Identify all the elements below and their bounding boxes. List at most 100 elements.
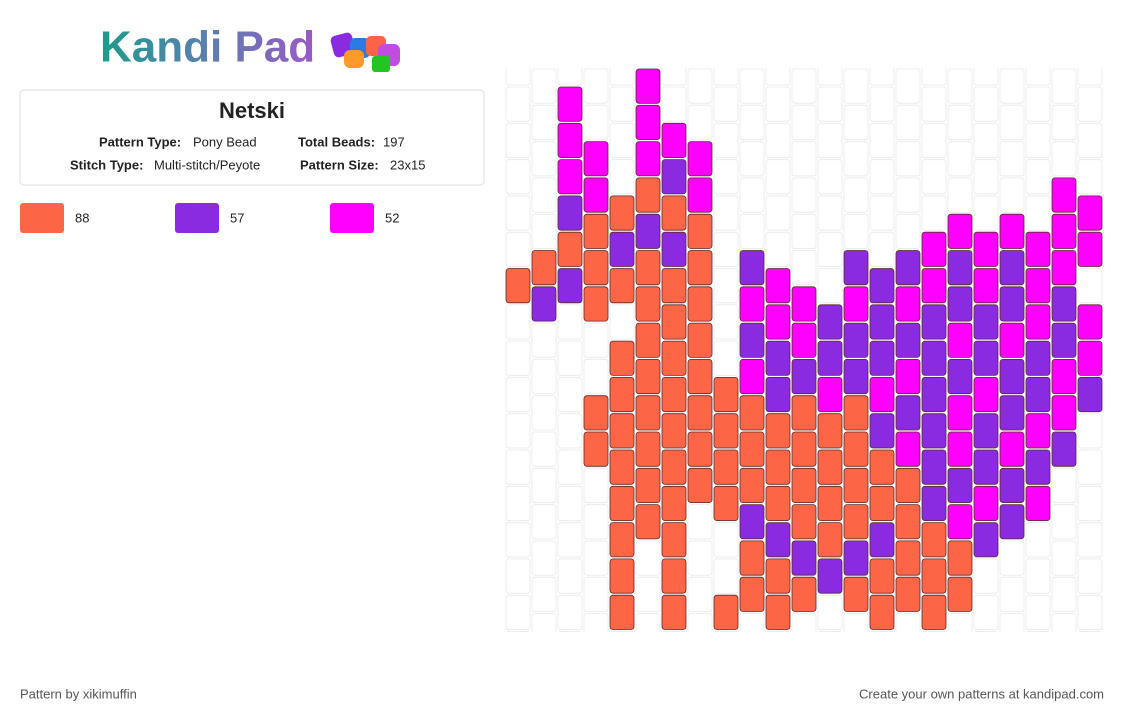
footer-promo[interactable]: Create your own patterns at kandipad.com bbox=[859, 686, 1104, 701]
empty-bead bbox=[531, 177, 557, 213]
empty-bead bbox=[583, 358, 609, 395]
empty-bead bbox=[973, 195, 999, 231]
bead bbox=[583, 431, 609, 467]
empty-bead bbox=[740, 33, 764, 67]
bead bbox=[687, 467, 713, 503]
empty-bead bbox=[1051, 504, 1077, 540]
empty-bead bbox=[557, 449, 583, 485]
bead bbox=[765, 340, 791, 376]
bead bbox=[921, 449, 947, 485]
empty-bead bbox=[505, 86, 531, 122]
empty-bead bbox=[531, 68, 557, 104]
empty-bead bbox=[609, 159, 635, 195]
empty-bead bbox=[505, 594, 531, 631]
bead bbox=[765, 268, 791, 304]
empty-bead bbox=[1077, 522, 1103, 558]
empty-bead bbox=[791, 213, 817, 249]
empty-bead bbox=[791, 250, 817, 286]
color-count: 57 bbox=[230, 210, 244, 225]
empty-bead bbox=[505, 376, 531, 413]
bead bbox=[1025, 304, 1051, 340]
empty-bead bbox=[1025, 594, 1051, 631]
bead bbox=[791, 358, 817, 395]
empty-bead bbox=[973, 122, 999, 159]
empty-bead bbox=[531, 504, 557, 540]
empty-bead bbox=[817, 159, 843, 195]
empty-bead bbox=[791, 177, 817, 213]
empty-bead bbox=[1077, 558, 1103, 594]
bead bbox=[791, 467, 817, 503]
empty-bead bbox=[792, 33, 816, 67]
bead bbox=[843, 322, 869, 358]
empty-bead bbox=[688, 33, 712, 67]
bead bbox=[973, 485, 999, 521]
bead bbox=[843, 467, 869, 503]
empty-bead bbox=[687, 68, 713, 104]
bead bbox=[765, 449, 791, 485]
bead bbox=[661, 449, 687, 485]
empty-bead bbox=[844, 33, 868, 67]
bead bbox=[973, 231, 999, 267]
bead bbox=[765, 485, 791, 521]
bead bbox=[635, 504, 661, 540]
empty-bead bbox=[817, 68, 843, 86]
bead bbox=[895, 431, 921, 467]
bead bbox=[1051, 213, 1077, 249]
bead bbox=[1077, 231, 1103, 267]
bead bbox=[973, 413, 999, 449]
logo[interactable]: Kandi Pad bbox=[100, 23, 400, 72]
empty-bead bbox=[1025, 558, 1051, 594]
empty-bead bbox=[713, 522, 739, 558]
empty-bead bbox=[1025, 86, 1051, 122]
logo-text[interactable]: Kandi Pad bbox=[100, 23, 315, 72]
empty-bead bbox=[739, 613, 765, 632]
empty-bead bbox=[713, 195, 739, 231]
bead bbox=[687, 213, 713, 249]
empty-bead bbox=[869, 231, 895, 267]
empty-bead bbox=[1025, 522, 1051, 558]
empty-bead bbox=[948, 33, 972, 67]
empty-bead bbox=[505, 485, 531, 522]
empty-bead bbox=[895, 104, 921, 141]
bead bbox=[973, 268, 999, 304]
bead bbox=[1051, 286, 1077, 322]
empty-bead bbox=[869, 86, 895, 122]
bead bbox=[843, 576, 869, 612]
bead bbox=[635, 358, 661, 395]
bead bbox=[843, 250, 869, 286]
bead bbox=[791, 576, 817, 612]
empty-bead bbox=[609, 122, 635, 159]
empty-bead bbox=[713, 268, 739, 304]
empty-bead bbox=[739, 141, 765, 177]
empty-bead bbox=[843, 68, 869, 104]
empty-bead bbox=[1000, 33, 1024, 67]
empty-bead bbox=[713, 86, 739, 122]
empty-bead bbox=[973, 159, 999, 195]
empty-bead bbox=[583, 576, 609, 613]
bead bbox=[947, 286, 973, 322]
bead bbox=[1077, 376, 1103, 413]
bead bbox=[895, 395, 921, 431]
bead bbox=[661, 594, 687, 630]
bead bbox=[921, 522, 947, 558]
bead bbox=[1077, 304, 1103, 340]
bead bbox=[661, 558, 687, 594]
empty-bead bbox=[635, 540, 661, 576]
bead bbox=[635, 68, 661, 104]
logo-icon bbox=[330, 32, 400, 72]
bead bbox=[609, 522, 635, 558]
empty-bead bbox=[1025, 195, 1051, 231]
empty-bead bbox=[1077, 86, 1103, 122]
bead bbox=[999, 358, 1025, 395]
bead bbox=[869, 485, 895, 521]
bead bbox=[739, 540, 765, 576]
empty-bead bbox=[895, 141, 921, 177]
color-swatch bbox=[20, 203, 64, 233]
bead bbox=[609, 376, 635, 413]
bead bbox=[661, 522, 687, 558]
empty-bead bbox=[687, 613, 713, 632]
empty-bead bbox=[817, 195, 843, 231]
empty-bead bbox=[557, 340, 583, 376]
bead bbox=[635, 395, 661, 431]
bead bbox=[661, 304, 687, 340]
